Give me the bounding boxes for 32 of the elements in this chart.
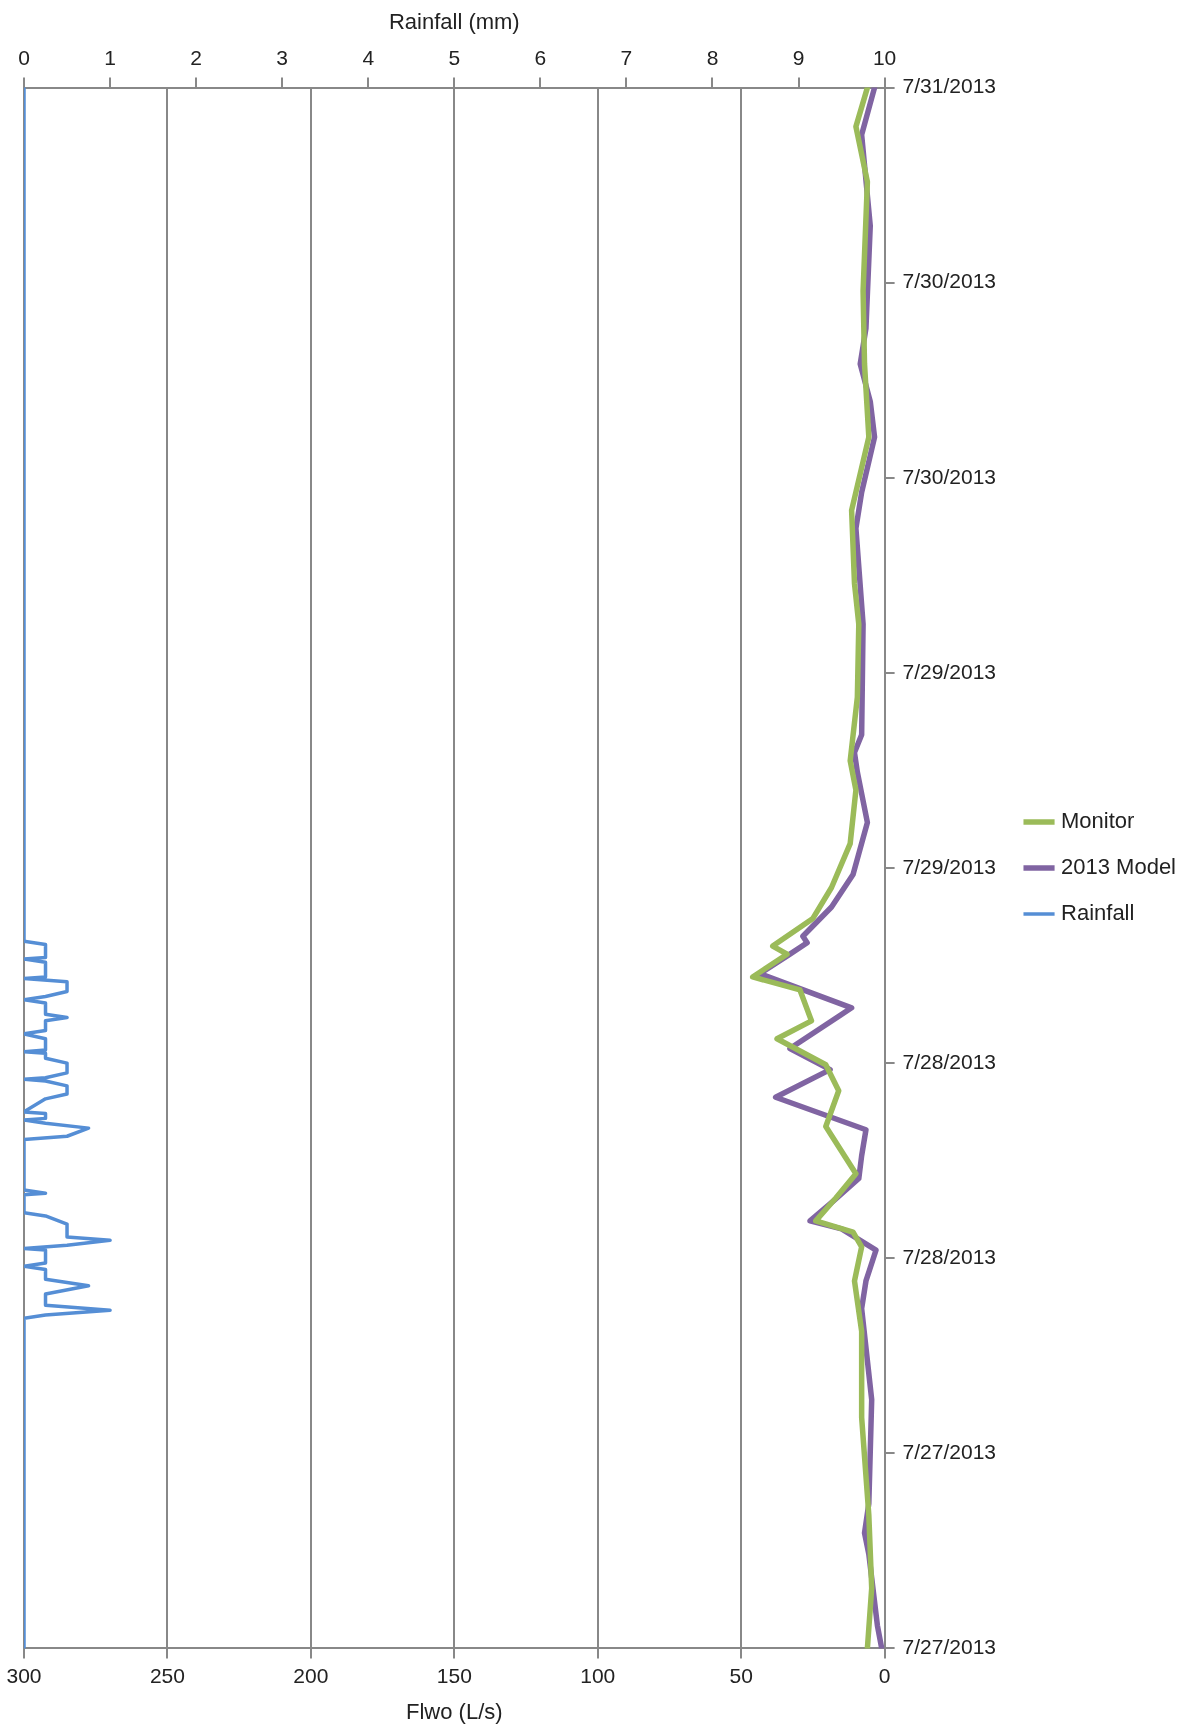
x-tick-label: 50 — [729, 1663, 753, 1687]
y-tick-label: 7/27/2013 — [902, 1635, 997, 1659]
y-tick-label: 7/30/2013 — [902, 464, 997, 488]
x-axis-title: Flwo (L/s) — [406, 1698, 503, 1724]
x2-tick-label: 0 — [18, 45, 30, 69]
x-tick-label: 0 — [878, 1663, 891, 1687]
legend-label: Monitor — [1061, 808, 1135, 834]
x2-tick-label: 5 — [448, 45, 461, 69]
x2-tick-label: 10 — [872, 45, 897, 69]
x2-tick-label: 2 — [190, 45, 202, 69]
x-tick-label: 150 — [436, 1663, 472, 1687]
x-tick-label: 300 — [6, 1663, 42, 1687]
y-tick-label: 7/31/2013 — [902, 74, 997, 98]
y-tick-label: 7/28/2013 — [902, 1049, 997, 1073]
x2-tick-label: 9 — [792, 45, 805, 69]
x2-tick-label: 3 — [276, 45, 289, 69]
x-tick-label: 250 — [149, 1663, 185, 1687]
y-tick-label: 7/27/2013 — [902, 1440, 997, 1464]
legend-label: Rainfall — [1061, 900, 1135, 926]
y-tick-label: 7/29/2013 — [902, 659, 997, 683]
x2-tick-label: 1 — [104, 45, 116, 69]
legend-label: 2013 Model — [1061, 854, 1177, 880]
y-tick-label: 7/29/2013 — [902, 854, 997, 878]
x-tick-label: 200 — [293, 1663, 329, 1687]
x2-tick-label: 8 — [706, 45, 719, 69]
x2-tick-label: 7 — [620, 45, 633, 69]
x2-tick-label: 6 — [534, 45, 547, 69]
x2-axis-title: Rainfall (mm) — [388, 9, 520, 35]
y-tick-label: 7/28/2013 — [902, 1245, 997, 1268]
x2-tick-label: 4 — [362, 45, 375, 69]
y-tick-label: 7/30/2013 — [902, 269, 997, 293]
x-tick-label: 100 — [580, 1663, 616, 1687]
